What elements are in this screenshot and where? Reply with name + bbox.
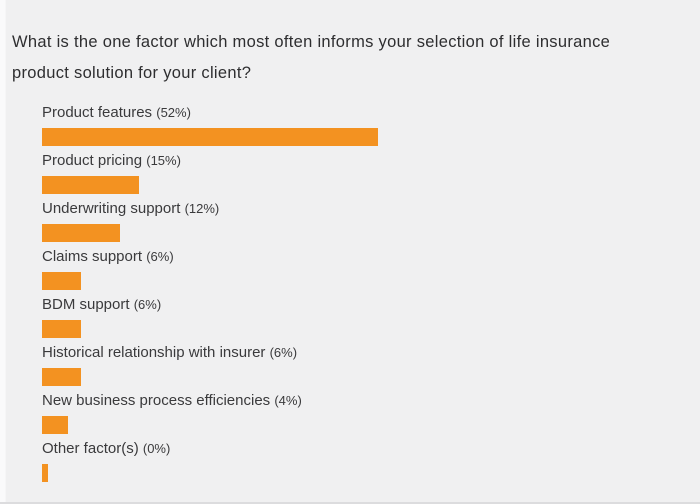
value-label: (6%) [269, 345, 298, 360]
chart-title: What is the one factor which most often … [12, 33, 611, 82]
bar-label: New business process efficiencies (4%) [42, 390, 680, 412]
bar-row: New business process efficiencies (4%) [42, 390, 680, 438]
category-name: Underwriting support [42, 200, 181, 217]
bar-label: Other factor(s) (0%) [42, 438, 680, 460]
bar [42, 416, 68, 434]
bar-label: Product features (52%) [42, 102, 680, 124]
value-label: (6%) [133, 297, 162, 312]
bar-label: Underwriting support (12%) [42, 198, 680, 220]
value-label: (52%) [156, 105, 191, 120]
bar-label: Historical relationship with insurer (6%… [42, 342, 680, 364]
bar [42, 176, 139, 194]
bar-row: Historical relationship with insurer (6%… [42, 342, 680, 390]
category-name: Historical relationship with insurer [42, 344, 266, 361]
bar-row: Claims support (6%) [42, 246, 680, 294]
bar-row: Underwriting support (12%) [42, 198, 680, 246]
category-name: Product features [42, 104, 153, 121]
value-label: (6%) [146, 249, 174, 264]
bar-row: Product features (52%) [42, 102, 680, 150]
bar-chart: Product features (52%) Product pricing (… [42, 102, 680, 486]
value-label: (4%) [274, 393, 302, 408]
left-edge-strip [0, 0, 6, 502]
bar-label: Claims support (6%) [42, 246, 680, 268]
category-name: Other factor(s) [42, 440, 139, 457]
value-label: (0%) [142, 441, 171, 456]
bar-row: BDM support (6%) [42, 294, 680, 342]
bar-row: Other factor(s) (0%) [42, 438, 680, 486]
bar [42, 368, 81, 386]
value-label: (12%) [184, 201, 220, 216]
bar [42, 224, 120, 242]
category-name: Product pricing [42, 152, 143, 169]
bar [42, 320, 81, 338]
bar-row: Product pricing (15%) [42, 150, 680, 198]
category-name: BDM support [42, 296, 130, 313]
bar [42, 272, 81, 290]
category-name: Claims support [42, 248, 143, 265]
category-name: New business process efficiencies [42, 392, 271, 409]
bar [42, 128, 378, 146]
bar-label: Product pricing (15%) [42, 150, 680, 172]
bar-label: BDM support (6%) [42, 294, 680, 316]
bar [42, 464, 48, 482]
value-label: (15%) [146, 153, 181, 168]
